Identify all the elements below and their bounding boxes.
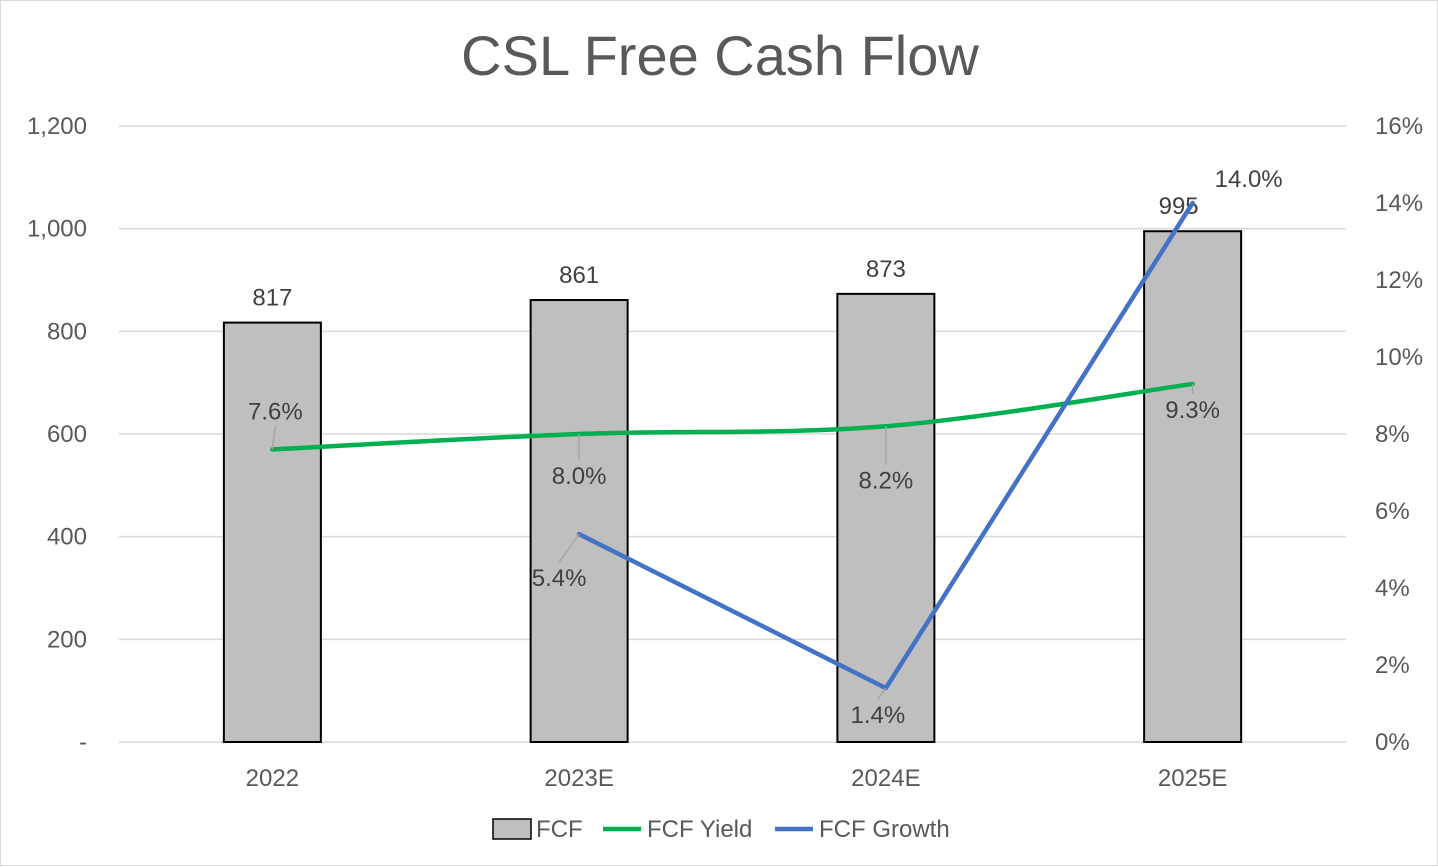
leader-line	[877, 687, 887, 700]
leader-line	[558, 533, 580, 563]
right-axis-tick-label: 4%	[1375, 575, 1410, 602]
legend-label: FCF Yield	[647, 816, 752, 843]
x-axis-tick-label: 2024E	[851, 765, 920, 792]
left-axis-tick-label: -	[79, 729, 87, 756]
line-data-label: 8.0%	[552, 463, 607, 490]
chart-title: CSL Free Cash Flow	[461, 24, 979, 87]
line-data-label: 1.4%	[851, 702, 906, 729]
left-axis-tick-label: 400	[47, 524, 87, 551]
right-axis-tick-label: 12%	[1375, 267, 1423, 294]
left-axis-tick-label: 200	[47, 626, 87, 653]
line-data-label: 14.0%	[1215, 166, 1283, 193]
x-axis-tick-label: 2022	[246, 765, 299, 792]
left-axis-tick-label: 800	[47, 318, 87, 345]
line-data-label: 8.2%	[859, 467, 914, 494]
right-axis-tick-label: 6%	[1375, 498, 1410, 525]
bar-data-label: 817	[252, 285, 292, 312]
bar	[529, 299, 629, 743]
bar	[1143, 230, 1243, 743]
series-line	[270, 381, 1195, 452]
leader-line	[271, 425, 277, 450]
right-axis-tick-label: 16%	[1375, 113, 1423, 140]
right-axis-tick-label: 14%	[1375, 190, 1423, 217]
left-axis-tick-label: 1,000	[27, 216, 87, 243]
bar-data-label: 873	[866, 256, 906, 283]
x-axis-tick-label: 2023E	[544, 765, 613, 792]
right-axis-tick-label: 0%	[1375, 729, 1410, 756]
right-axis-tick-label: 2%	[1375, 652, 1410, 679]
line-data-label: 9.3%	[1165, 397, 1220, 424]
left-axis-tick-label: 1,200	[27, 113, 87, 140]
legend-label: FCF	[536, 816, 583, 843]
legend-swatch	[492, 818, 532, 840]
right-axis-tick-label: 8%	[1375, 421, 1410, 448]
line-data-label: 7.6%	[248, 398, 303, 425]
legend-label: FCF Growth	[819, 816, 950, 843]
left-axis-tick-label: 600	[47, 421, 87, 448]
right-axis-tick-label: 10%	[1375, 344, 1423, 371]
bar	[836, 292, 936, 743]
bar-data-label: 861	[559, 262, 599, 289]
line-data-label: 5.4%	[532, 565, 587, 592]
bar	[222, 321, 322, 743]
x-axis-tick-label: 2025E	[1158, 765, 1227, 792]
